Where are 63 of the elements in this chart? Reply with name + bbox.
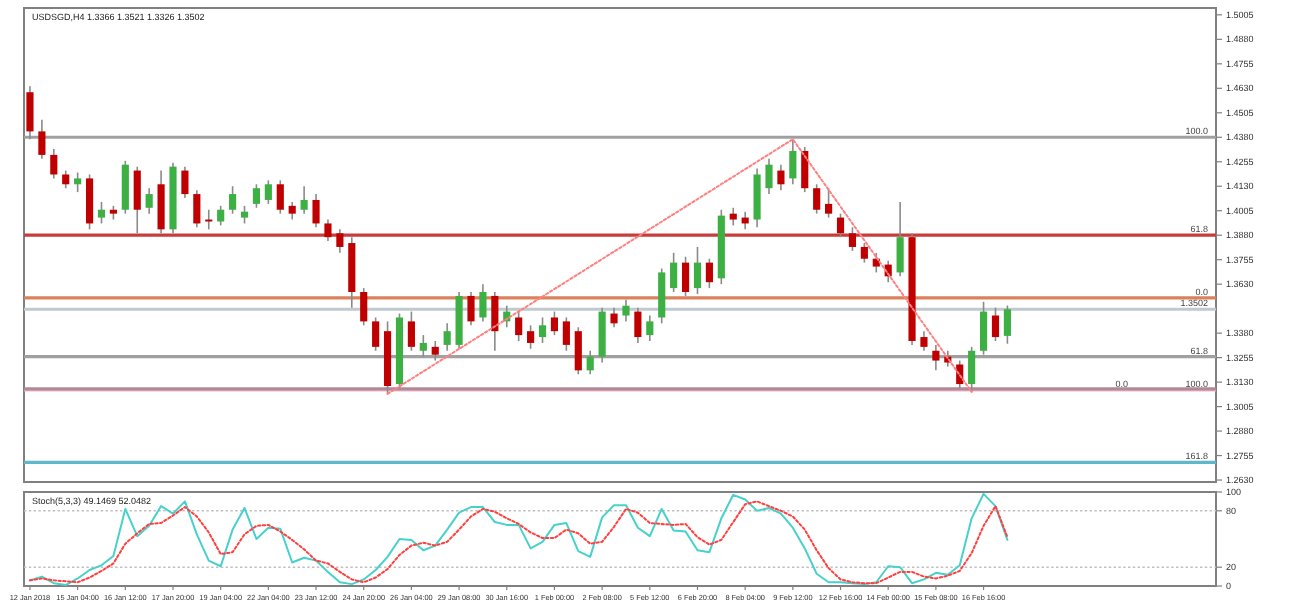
candlestick (968, 346, 976, 393)
candlestick (777, 163, 785, 191)
candlestick (920, 330, 928, 352)
candlestick (133, 165, 141, 235)
candlestick (121, 159, 129, 215)
candlestick (562, 316, 570, 352)
candlestick (646, 314, 654, 342)
candlestick (97, 201, 106, 225)
candlestick (610, 306, 618, 329)
candlestick (979, 301, 988, 356)
candlestick (443, 322, 451, 352)
candlestick (145, 187, 153, 215)
candlestick (181, 165, 189, 199)
candlestick (598, 306, 606, 364)
candlestick (896, 201, 904, 278)
candlestick (336, 228, 344, 254)
candlestick (801, 146, 809, 193)
candlestick (491, 291, 499, 352)
candlestick (467, 291, 475, 327)
candlestick (634, 306, 642, 344)
candlestick (85, 173, 94, 231)
candlestick (217, 205, 225, 227)
candlestick (586, 349, 594, 376)
candlestick (407, 310, 415, 352)
candlestick (50, 148, 58, 180)
candlestick (789, 138, 797, 186)
candlestick (193, 189, 201, 229)
candlestick (765, 158, 773, 195)
candlestick (825, 187, 833, 219)
candlestick (431, 340, 439, 362)
candlestick (622, 299, 630, 323)
candlestick (693, 246, 702, 295)
candlestick (372, 316, 380, 352)
candlestick (479, 283, 487, 323)
candlestick (836, 212, 845, 238)
candlestick (932, 344, 940, 372)
candlestick (574, 326, 582, 376)
candlestick (670, 252, 678, 293)
candlestick (419, 334, 427, 358)
candlestick (848, 226, 857, 252)
candlestick (813, 183, 821, 215)
candlestick (312, 193, 320, 229)
candlestick (538, 316, 547, 344)
candlestick (38, 118, 46, 160)
candlestick (991, 306, 1000, 342)
candlestick (229, 185, 237, 215)
candlestick (753, 167, 761, 229)
candlestick (360, 287, 368, 327)
candlestick (515, 310, 523, 342)
candlestick (705, 257, 713, 289)
candlestick (527, 324, 535, 350)
candlestick (681, 255, 690, 297)
candlestick (264, 179, 272, 205)
candlestick (658, 267, 666, 325)
candlestick (276, 179, 284, 215)
candlestick (300, 185, 308, 215)
candlestick (550, 310, 559, 336)
candlestick (252, 183, 261, 209)
candlestick (1003, 304, 1011, 345)
candlestick (324, 218, 332, 242)
candlestick (860, 242, 868, 264)
candlestick (157, 169, 165, 235)
candlestick (74, 171, 82, 193)
